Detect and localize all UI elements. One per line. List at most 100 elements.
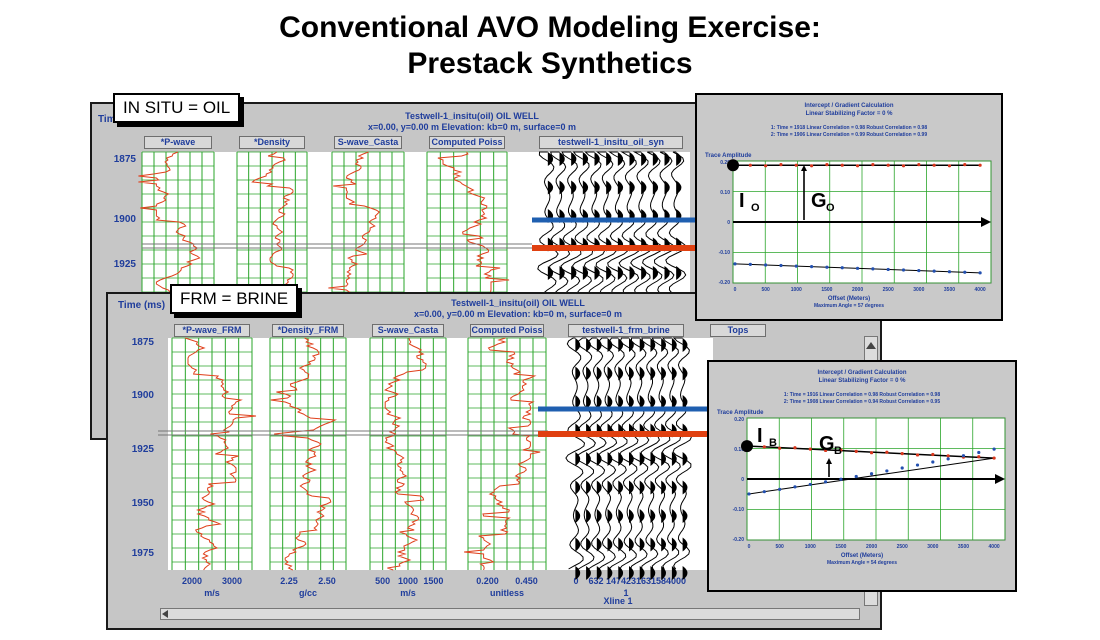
horizontal-scrollbar[interactable] — [160, 608, 860, 620]
insitu-track-button[interactable]: testwell-1_insitu_oil_syn — [539, 136, 683, 149]
frm-track-1-curve — [270, 337, 338, 571]
intercept-subscript: O — [751, 202, 760, 214]
x-tick: 2000 — [866, 544, 877, 550]
red-point — [779, 163, 783, 167]
y-tick: 0.10 — [734, 447, 744, 453]
blue-point — [992, 447, 996, 451]
bottom-axis-unit: m/s — [204, 588, 220, 598]
red-point — [992, 456, 996, 460]
frm-brine-label: FRM = BRINE — [170, 284, 299, 314]
frm-track-background — [168, 338, 713, 570]
bottom-axis-tick: 3158 — [645, 576, 667, 586]
red-point — [839, 448, 843, 452]
frm-time-tick: 1950 — [131, 498, 154, 509]
oil-intercept-gradient-panel[interactable]: Intercept / Gradient Calculation Linear S… — [695, 93, 1003, 321]
red-point — [963, 163, 967, 167]
insitu-time-axis-label: Time — [98, 114, 122, 125]
y-tick: 0 — [741, 477, 744, 483]
red-point — [855, 164, 860, 168]
slide-title-line1: Conventional AVO Modeling Exercise: — [279, 11, 821, 44]
x-tick: 3000 — [927, 544, 938, 550]
insitu-header-line2: x=0.00, y=0.00 m Elevation: kb=0 m, surf… — [367, 122, 577, 132]
frm-track-2-curve — [383, 337, 427, 571]
bottom-axis-unit: 1 — [623, 588, 629, 598]
bottom-axis-unit: unitless — [489, 588, 524, 598]
red-point — [977, 455, 981, 459]
blue-point — [917, 268, 921, 273]
blue-point — [946, 457, 950, 461]
x-tick: 3000 — [913, 287, 924, 293]
blue-point — [809, 265, 814, 269]
x-tick: 4000 — [975, 287, 986, 293]
x-tick: 0 — [734, 287, 737, 293]
red-point — [762, 445, 766, 449]
blue-point — [869, 472, 874, 476]
panel-title: Intercept / Gradient Calculation — [817, 370, 906, 376]
blue-point — [932, 269, 936, 273]
brine-intercept-gradient-panel[interactable]: Intercept / Gradient Calculation Linear S… — [707, 360, 1017, 592]
bottom-axis-tick: 1500 — [423, 576, 444, 586]
insitu-track-button[interactable]: *Density — [239, 136, 305, 149]
blue-fit-line — [748, 457, 995, 495]
oil-avo-plot: Intercept / Gradient Calculation Linear S… — [705, 103, 992, 309]
blue-point — [900, 466, 904, 470]
intercept-dot — [727, 159, 739, 172]
frm-track-button[interactable]: testwell-1_frm_brine — [568, 324, 684, 337]
frm-track-button[interactable]: Tops — [710, 324, 766, 337]
blue-point — [779, 263, 783, 268]
frm-track-3-curve — [464, 337, 541, 571]
panel-ylabel: Trace Amplitude — [705, 153, 752, 159]
panel-xlabel: Offset (Meters) — [828, 296, 870, 302]
blue-point — [823, 480, 828, 484]
frm-track-button[interactable]: *P-wave_FRM — [174, 324, 250, 337]
intercept-subscript: B — [769, 437, 777, 449]
blue-point — [839, 477, 843, 481]
red-point — [794, 163, 798, 167]
x-tick: 3500 — [944, 287, 955, 293]
scroll-left-icon[interactable] — [162, 610, 168, 618]
red-point — [840, 163, 844, 167]
insitu-track-button[interactable]: Computed Poiss — [429, 136, 505, 149]
red-point — [917, 163, 921, 167]
red-point — [871, 163, 875, 167]
scroll-up-icon[interactable] — [866, 342, 876, 349]
y-tick: 0.20 — [734, 417, 744, 423]
red-point — [764, 164, 768, 168]
red-point — [825, 163, 829, 167]
blue-point — [748, 262, 752, 267]
panel-maxangle: Maximum Angle = 54 degrees — [827, 560, 897, 566]
y-tick: -0.20 — [719, 280, 731, 286]
bottom-axis-tick: 0.200 — [476, 576, 499, 586]
x-tick: 500 — [775, 544, 784, 550]
gradient-label: G — [811, 190, 827, 212]
insitu-track-button[interactable]: *P-wave — [144, 136, 212, 149]
slide-title-line2: Prestack Synthetics — [407, 47, 693, 80]
x-tick: 1000 — [791, 287, 802, 293]
frm-time-tick: 1900 — [131, 390, 154, 401]
blue-point — [978, 271, 982, 275]
frm-log-display — [158, 337, 714, 580]
panel-subtitle: Linear Stabilizing Factor = 0 % — [806, 111, 894, 117]
panel-title: Intercept / Gradient Calculation — [804, 103, 893, 109]
red-point — [915, 453, 920, 457]
blue-point — [886, 267, 890, 272]
insitu-track-button[interactable]: S-wave_Casta — [334, 136, 402, 149]
frm-track-button[interactable]: S-wave_Casta — [372, 324, 444, 337]
blue-point — [931, 460, 935, 464]
bottom-axis-tick: 3000 — [221, 576, 243, 586]
x-tick: 1000 — [805, 544, 816, 550]
frm-time-axis-label: Time (ms) — [118, 300, 166, 311]
bottom-axis-tick: 2.25 — [280, 576, 298, 586]
intercept-label: I — [739, 190, 745, 212]
panel-ylabel: Trace Amplitude — [717, 410, 764, 416]
panel-stat-2: 2: Time = 1906 Linear Correlation = 0.99… — [771, 132, 927, 138]
gradient-label: G — [819, 433, 835, 455]
blue-point — [733, 262, 737, 266]
frm-track-button[interactable]: *Density_FRM — [272, 324, 344, 337]
bottom-axis-tick: 1000 — [397, 576, 419, 586]
red-point — [978, 163, 982, 167]
arrow-head-icon — [981, 217, 991, 227]
red-point — [947, 164, 952, 168]
frm-track-button[interactable]: Computed Poiss — [470, 324, 544, 337]
blue-point — [915, 463, 920, 467]
